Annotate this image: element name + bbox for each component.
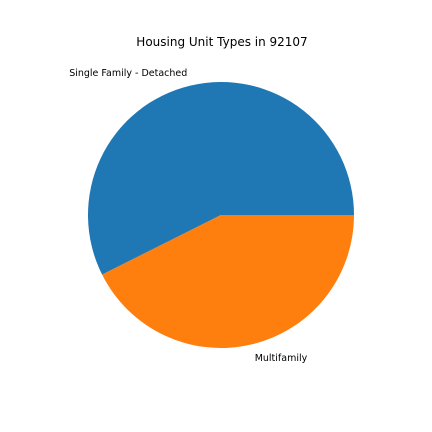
pie-slice-0 <box>88 81 355 275</box>
pie-slices <box>88 81 355 348</box>
chart-title: Housing Unit Types in 92107 <box>136 35 307 49</box>
pie-labels: Single Family - Detached Multifamily <box>69 68 307 364</box>
pie-label-0: Single Family - Detached <box>69 68 187 79</box>
pie-label-1: Multifamily <box>255 353 308 364</box>
pie-slice-1 <box>102 215 355 348</box>
